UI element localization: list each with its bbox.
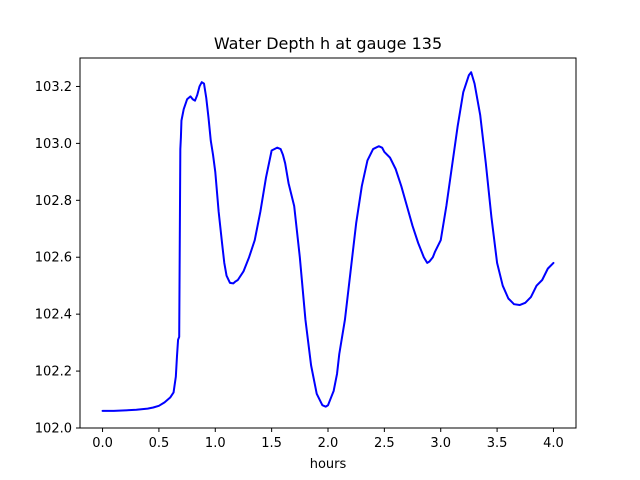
y-tick-label: 102.2 <box>35 365 72 380</box>
y-tick-label: 103.2 <box>35 80 72 95</box>
plot-area <box>80 58 576 428</box>
axes-frame <box>79 57 577 429</box>
series-layer <box>101 71 555 412</box>
x-tick-label: 1.0 <box>205 436 226 451</box>
y-tick-label: 103.0 <box>35 137 72 152</box>
x-tick-label: 3.0 <box>430 436 451 451</box>
x-axis: 0.0 0.5 1.0 1.5 2.0 2.5 3.0 3.5 4.0 <box>92 428 564 451</box>
x-tick-label: 2.5 <box>374 436 395 451</box>
x-tick-label: 3.5 <box>487 436 508 451</box>
y-axis: 102.0 102.2 102.4 102.6 102.8 103.0 103.2 <box>35 80 80 437</box>
x-tick-label: 4.0 <box>543 436 564 451</box>
chart-title: Water Depth h at gauge 135 <box>214 34 442 53</box>
y-tick-label: 102.4 <box>35 308 72 323</box>
y-tick-label: 102.8 <box>35 194 72 209</box>
series-line <box>101 71 555 412</box>
x-tick-label: 0.5 <box>149 436 170 451</box>
x-tick-label: 1.5 <box>261 436 282 451</box>
y-tick-label: 102.0 <box>35 422 72 437</box>
x-tick-label: 2.0 <box>318 436 339 451</box>
x-tick-label: 0.0 <box>92 436 113 451</box>
y-tick-label: 102.6 <box>35 251 72 266</box>
x-axis-label: hours <box>310 457 347 472</box>
